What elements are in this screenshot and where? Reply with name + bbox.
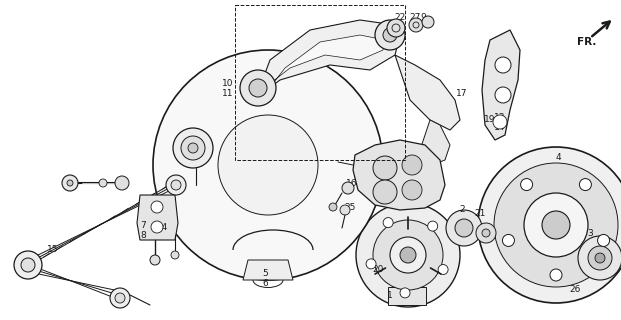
Circle shape: [366, 259, 376, 269]
Circle shape: [400, 288, 410, 298]
Text: FR.: FR.: [578, 37, 597, 47]
Circle shape: [14, 251, 42, 279]
Text: 14: 14: [494, 124, 505, 132]
Polygon shape: [388, 287, 426, 305]
Bar: [235, 5, 405, 160]
Text: 11: 11: [222, 89, 233, 98]
Circle shape: [150, 255, 160, 265]
Polygon shape: [420, 120, 450, 165]
Text: 5: 5: [262, 268, 268, 277]
Circle shape: [578, 236, 621, 280]
Polygon shape: [395, 55, 460, 130]
Text: 21: 21: [474, 209, 486, 218]
Polygon shape: [482, 30, 520, 140]
Circle shape: [373, 220, 443, 290]
Circle shape: [446, 210, 482, 246]
Text: 8: 8: [140, 230, 146, 239]
Circle shape: [218, 115, 318, 215]
Polygon shape: [353, 140, 445, 210]
Text: 17: 17: [456, 89, 468, 98]
Text: 19: 19: [484, 116, 496, 124]
Circle shape: [550, 269, 562, 281]
Circle shape: [373, 156, 397, 180]
Polygon shape: [243, 260, 293, 280]
Circle shape: [99, 179, 107, 187]
Text: 20: 20: [373, 266, 384, 275]
Circle shape: [21, 258, 35, 272]
Text: 9: 9: [420, 13, 426, 22]
Circle shape: [171, 251, 179, 259]
Circle shape: [171, 180, 181, 190]
Text: 27: 27: [409, 13, 420, 22]
Circle shape: [383, 218, 393, 228]
Polygon shape: [255, 20, 400, 100]
Circle shape: [383, 28, 397, 42]
Circle shape: [588, 246, 612, 270]
Text: 26: 26: [569, 285, 581, 294]
Circle shape: [373, 180, 397, 204]
Circle shape: [173, 128, 213, 168]
Circle shape: [375, 20, 405, 50]
Circle shape: [153, 50, 383, 280]
Circle shape: [422, 16, 434, 28]
Circle shape: [455, 219, 473, 237]
Circle shape: [493, 115, 507, 129]
Text: 7: 7: [140, 220, 146, 229]
Circle shape: [542, 211, 570, 239]
Circle shape: [151, 221, 163, 233]
Circle shape: [62, 175, 78, 191]
Text: 6: 6: [262, 278, 268, 287]
Circle shape: [476, 223, 496, 243]
Polygon shape: [268, 35, 385, 90]
Circle shape: [181, 136, 205, 160]
Text: 10: 10: [222, 78, 233, 87]
Text: 24: 24: [156, 223, 168, 233]
Circle shape: [524, 193, 588, 257]
Circle shape: [595, 253, 605, 263]
Circle shape: [329, 203, 337, 211]
Text: 3: 3: [587, 228, 593, 237]
Polygon shape: [137, 195, 178, 240]
Text: 13: 13: [494, 114, 505, 123]
Text: 16: 16: [347, 179, 358, 188]
Circle shape: [495, 57, 511, 73]
Circle shape: [597, 235, 610, 246]
Circle shape: [438, 265, 448, 275]
Circle shape: [400, 247, 416, 263]
Circle shape: [502, 235, 514, 246]
Text: 12: 12: [194, 157, 206, 166]
Circle shape: [188, 143, 198, 153]
Circle shape: [478, 147, 621, 303]
Circle shape: [494, 163, 618, 287]
Circle shape: [356, 203, 460, 307]
Circle shape: [115, 293, 125, 303]
Circle shape: [110, 288, 130, 308]
Text: 2: 2: [459, 205, 465, 214]
Circle shape: [495, 87, 511, 103]
Circle shape: [342, 182, 354, 194]
Circle shape: [340, 205, 350, 215]
Text: 15: 15: [47, 245, 59, 254]
Circle shape: [240, 70, 276, 106]
Circle shape: [409, 18, 423, 32]
Text: 18: 18: [66, 180, 78, 189]
Circle shape: [390, 237, 426, 273]
Text: 4: 4: [555, 154, 561, 163]
Circle shape: [428, 221, 438, 231]
Circle shape: [151, 201, 163, 213]
Circle shape: [115, 176, 129, 190]
Text: 22: 22: [394, 13, 406, 22]
Circle shape: [249, 79, 267, 97]
Circle shape: [67, 180, 73, 186]
Circle shape: [166, 175, 186, 195]
Circle shape: [402, 155, 422, 175]
Text: 25: 25: [344, 204, 356, 212]
Circle shape: [402, 180, 422, 200]
Circle shape: [482, 229, 490, 237]
Circle shape: [387, 19, 405, 37]
Text: 1: 1: [387, 291, 393, 300]
Text: 23: 23: [183, 143, 194, 153]
Circle shape: [579, 179, 591, 190]
Circle shape: [520, 179, 533, 190]
